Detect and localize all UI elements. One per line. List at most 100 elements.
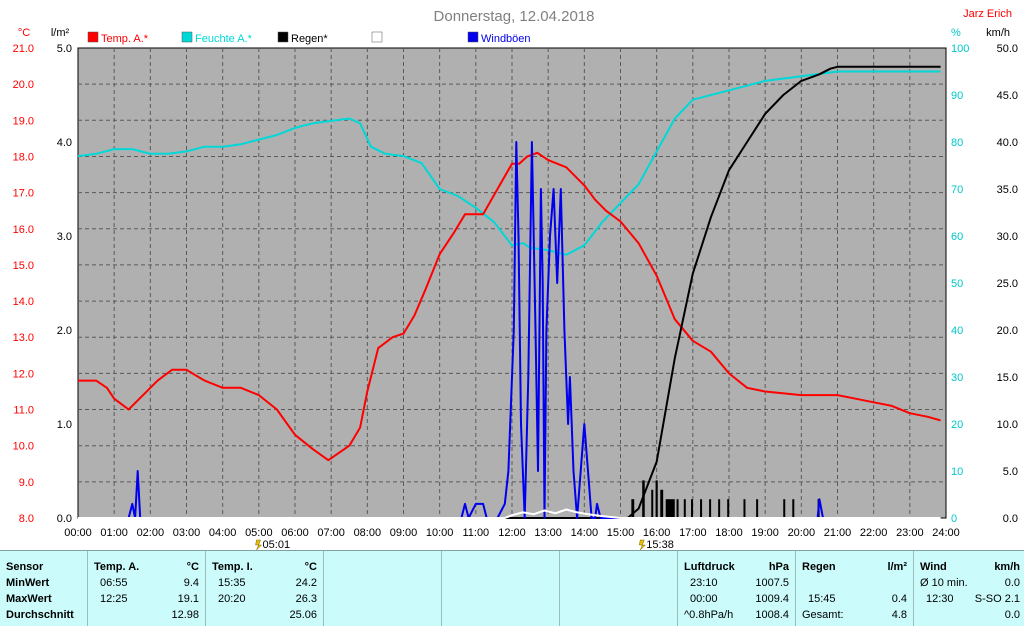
temp-tick-label: 10.0 — [13, 441, 34, 453]
temp-i-avg: 25.06 — [289, 609, 317, 621]
temp-a-avg: 12.98 — [171, 609, 199, 621]
wind-tick-label: 30.0 — [997, 231, 1018, 243]
rain-column: Regen l/m² 15:45 0.4 Gesamt: 4.8 — [796, 551, 914, 626]
humidity-tick-label: 40 — [951, 325, 963, 337]
wind-avg: 0.0 — [1004, 577, 1020, 589]
series-line — [78, 141, 941, 519]
temp-a-column: Temp. A. °C 06:55 9.4 12:25 19.1 12.98 — [88, 551, 206, 626]
x-tick-label: 04:00 — [209, 527, 237, 539]
temp-tick-label: 20.0 — [13, 79, 34, 91]
pressure-header: Luftdruck — [684, 561, 735, 573]
x-tick-label: 03:00 — [173, 527, 201, 539]
x-tick-label: 22:00 — [860, 527, 888, 539]
temp-a-min: 9.4 — [183, 577, 199, 589]
legend-swatch — [181, 31, 193, 43]
wind-tick-label: 10.0 — [997, 419, 1018, 431]
x-tick-label: 02:00 — [137, 527, 165, 539]
legend-label: Temp. A.* — [101, 33, 149, 45]
rain-max-time: 15:45 — [808, 593, 836, 605]
humidity-tick-label: 50 — [951, 278, 963, 290]
rain-bar — [700, 499, 703, 518]
stats-panel: Sensor MinWert MaxWert Durchschnitt Temp… — [0, 550, 1024, 626]
pressure-trend: ^0.8hPa/h — [684, 609, 734, 621]
x-tick-label: 06:00 — [281, 527, 309, 539]
legend-label: Windböen — [481, 33, 531, 45]
sun-event-icon — [638, 539, 646, 550]
rain-bar — [665, 499, 675, 518]
wind-header: Wind — [920, 561, 947, 573]
temp-tick-label: 12.0 — [13, 368, 34, 380]
row-label-min: MinWert — [6, 577, 50, 589]
rain-unit: l/m² — [887, 561, 907, 573]
pressure-unit: hPa — [768, 561, 789, 573]
humidity-tick-label: 20 — [951, 419, 963, 431]
temp-tick-label: 15.0 — [13, 260, 34, 272]
sensor-column: Sensor MinWert MaxWert Durchschnitt — [0, 551, 88, 626]
temp-i-column: Temp. I. °C 15:35 24.2 20:20 26.3 25.06 — [206, 551, 324, 626]
wind-unit-label: km/h — [986, 27, 1010, 39]
x-tick-label: 23:00 — [896, 527, 924, 539]
sun-event-label: 15:38 — [646, 539, 674, 550]
x-tick-label: 00:00 — [64, 527, 92, 539]
temp-tick-label: 14.0 — [13, 296, 34, 308]
pressure-avg: 1008.4 — [755, 609, 789, 621]
pressure-max: 1009.4 — [755, 593, 789, 605]
wind-avg-day: 0.0 — [1004, 609, 1020, 621]
sun-event-icon — [255, 539, 263, 550]
x-tick-label: 01:00 — [100, 527, 128, 539]
legend-swatch — [371, 31, 383, 43]
wind-tick-label: 45.0 — [997, 90, 1018, 102]
x-tick-label: 07:00 — [317, 527, 345, 539]
temp-a-header: Temp. A. — [94, 561, 140, 573]
rain-bar — [631, 499, 635, 518]
humidity-tick-label: 90 — [951, 90, 963, 102]
rain-unit-label: l/m² — [51, 27, 70, 39]
rain-tick-label: 0.0 — [57, 513, 72, 525]
x-tick-label: 15:00 — [607, 527, 635, 539]
temp-a-min-time: 06:55 — [100, 577, 128, 589]
temp-tick-label: 16.0 — [13, 224, 34, 236]
x-tick-label: 16:00 — [643, 527, 671, 539]
pressure-min-time: 23:10 — [690, 577, 718, 589]
temp-i-min: 24.2 — [295, 577, 317, 589]
legend-swatch — [87, 31, 99, 43]
rain-bar — [691, 499, 694, 518]
humidity-tick-label: 0 — [951, 513, 957, 525]
empty-column-1 — [324, 551, 442, 626]
pressure-column: Luftdruck hPa 23:10 1007.5 00:00 1009.4 … — [678, 551, 796, 626]
temp-tick-label: 19.0 — [13, 115, 34, 127]
temp-tick-label: 13.0 — [13, 332, 34, 344]
legend-swatch — [277, 31, 289, 43]
legend-label: Feuchte A.* — [195, 33, 253, 45]
x-tick-label: 18:00 — [715, 527, 743, 539]
rain-bar — [743, 499, 746, 518]
empty-column-2 — [442, 551, 560, 626]
x-tick-label: 20:00 — [788, 527, 816, 539]
wind-tick-label: 0.0 — [1003, 513, 1018, 525]
x-tick-label: 08:00 — [354, 527, 382, 539]
temp-tick-label: 9.0 — [19, 477, 34, 489]
chart-author: Jarz Erich — [963, 8, 1012, 20]
rain-tick-label: 4.0 — [57, 137, 72, 149]
temp-i-max: 26.3 — [295, 593, 317, 605]
x-tick-label: 21:00 — [824, 527, 852, 539]
x-tick-label: 17:00 — [679, 527, 707, 539]
humidity-tick-label: 10 — [951, 466, 963, 478]
chart-title: Donnerstag, 12.04.2018 — [434, 8, 595, 25]
rain-header: Regen — [802, 561, 836, 573]
wind-avg-label: Ø 10 min. — [920, 577, 968, 589]
row-label-max: MaxWert — [6, 593, 52, 605]
x-tick-label: 24:00 — [932, 527, 960, 539]
rain-max: 0.4 — [891, 593, 907, 605]
legend-label: Regen* — [291, 33, 328, 45]
rain-bar — [756, 499, 759, 518]
wind-tick-label: 25.0 — [997, 278, 1018, 290]
temp-tick-label: 11.0 — [13, 405, 34, 417]
wind-column: Wind km/h Ø 10 min. 0.0 12:30 S-SO 2.1 0… — [914, 551, 1024, 626]
rain-bar — [651, 489, 654, 518]
series-line — [78, 151, 941, 462]
weather-chart: 8.0 9.0 10.0 11.0 12.0 13.0 14.0 15.0 16.0 17.0 18… — [12, 8, 1018, 550]
rain-total: 4.8 — [891, 609, 907, 621]
sun-event-label: 05:01 — [263, 539, 291, 550]
rain-bar — [655, 480, 658, 518]
